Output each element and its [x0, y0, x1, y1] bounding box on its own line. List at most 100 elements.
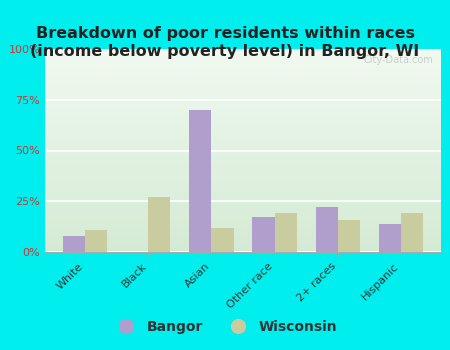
Bar: [45, 167, 441, 169]
Bar: [45, 179, 441, 181]
Bar: [45, 219, 441, 222]
Bar: [63, 236, 85, 252]
Bar: [45, 169, 441, 171]
Bar: [45, 189, 441, 191]
Bar: [45, 114, 441, 116]
Text: City-Data.com: City-Data.com: [363, 55, 433, 65]
Bar: [379, 224, 401, 252]
Text: Breakdown of poor residents within races
(income below poverty level) in Bangor,: Breakdown of poor residents within races…: [31, 26, 419, 59]
Bar: [45, 55, 441, 57]
Bar: [45, 84, 441, 85]
Bar: [45, 155, 441, 156]
Bar: [45, 171, 441, 173]
Bar: [45, 207, 441, 209]
Bar: [45, 71, 441, 74]
Bar: [45, 65, 441, 67]
Bar: [45, 187, 441, 189]
Bar: [45, 82, 441, 84]
Bar: [45, 148, 441, 150]
Bar: [45, 130, 441, 132]
Bar: [45, 175, 441, 177]
Bar: [45, 146, 441, 148]
Bar: [45, 195, 441, 197]
Bar: [45, 161, 441, 163]
Bar: [45, 106, 441, 108]
Bar: [45, 230, 441, 232]
Bar: [45, 138, 441, 140]
Bar: [338, 219, 360, 252]
Bar: [45, 140, 441, 142]
Bar: [189, 110, 211, 252]
Bar: [45, 203, 441, 205]
Bar: [45, 153, 441, 155]
Bar: [45, 74, 441, 75]
Bar: [45, 122, 441, 124]
Bar: [45, 142, 441, 145]
Bar: [45, 79, 441, 82]
Bar: [45, 234, 441, 236]
Bar: [45, 112, 441, 114]
Bar: [45, 163, 441, 165]
Bar: [45, 173, 441, 175]
Bar: [45, 165, 441, 167]
Bar: [45, 183, 441, 185]
Bar: [45, 205, 441, 207]
Bar: [45, 67, 441, 69]
Bar: [45, 238, 441, 240]
Bar: [85, 230, 107, 252]
Bar: [45, 244, 441, 246]
Bar: [45, 53, 441, 55]
Bar: [45, 120, 441, 122]
Bar: [148, 197, 171, 252]
Bar: [45, 159, 441, 161]
Legend: Bangor, Wisconsin: Bangor, Wisconsin: [107, 314, 343, 340]
Bar: [45, 102, 441, 104]
Bar: [45, 214, 441, 216]
Bar: [45, 77, 441, 79]
Bar: [45, 69, 441, 71]
Bar: [45, 96, 441, 98]
Bar: [274, 214, 297, 252]
Bar: [45, 145, 441, 146]
Bar: [45, 156, 441, 159]
Bar: [45, 242, 441, 244]
Bar: [45, 226, 441, 228]
Bar: [45, 100, 441, 102]
Bar: [45, 90, 441, 92]
Bar: [45, 201, 441, 203]
Bar: [212, 228, 234, 252]
Bar: [401, 214, 423, 252]
Bar: [45, 216, 441, 217]
Bar: [45, 98, 441, 100]
Bar: [45, 181, 441, 183]
Bar: [45, 104, 441, 106]
Bar: [45, 49, 441, 51]
Bar: [45, 110, 441, 112]
Bar: [45, 108, 441, 110]
Bar: [45, 197, 441, 199]
Bar: [45, 185, 441, 187]
Bar: [45, 199, 441, 201]
Bar: [45, 61, 441, 63]
Bar: [45, 136, 441, 138]
Bar: [45, 75, 441, 77]
Bar: [45, 250, 441, 252]
Bar: [252, 217, 274, 252]
Bar: [45, 57, 441, 59]
Bar: [45, 228, 441, 230]
Bar: [45, 224, 441, 226]
Bar: [45, 217, 441, 219]
Bar: [45, 150, 441, 153]
Bar: [45, 211, 441, 214]
Bar: [45, 59, 441, 61]
Bar: [45, 132, 441, 134]
Bar: [45, 134, 441, 136]
Bar: [45, 116, 441, 118]
Bar: [45, 248, 441, 250]
Bar: [45, 124, 441, 126]
Bar: [45, 128, 441, 130]
Bar: [45, 236, 441, 238]
Bar: [45, 63, 441, 65]
Bar: [45, 240, 441, 242]
Bar: [315, 207, 338, 252]
